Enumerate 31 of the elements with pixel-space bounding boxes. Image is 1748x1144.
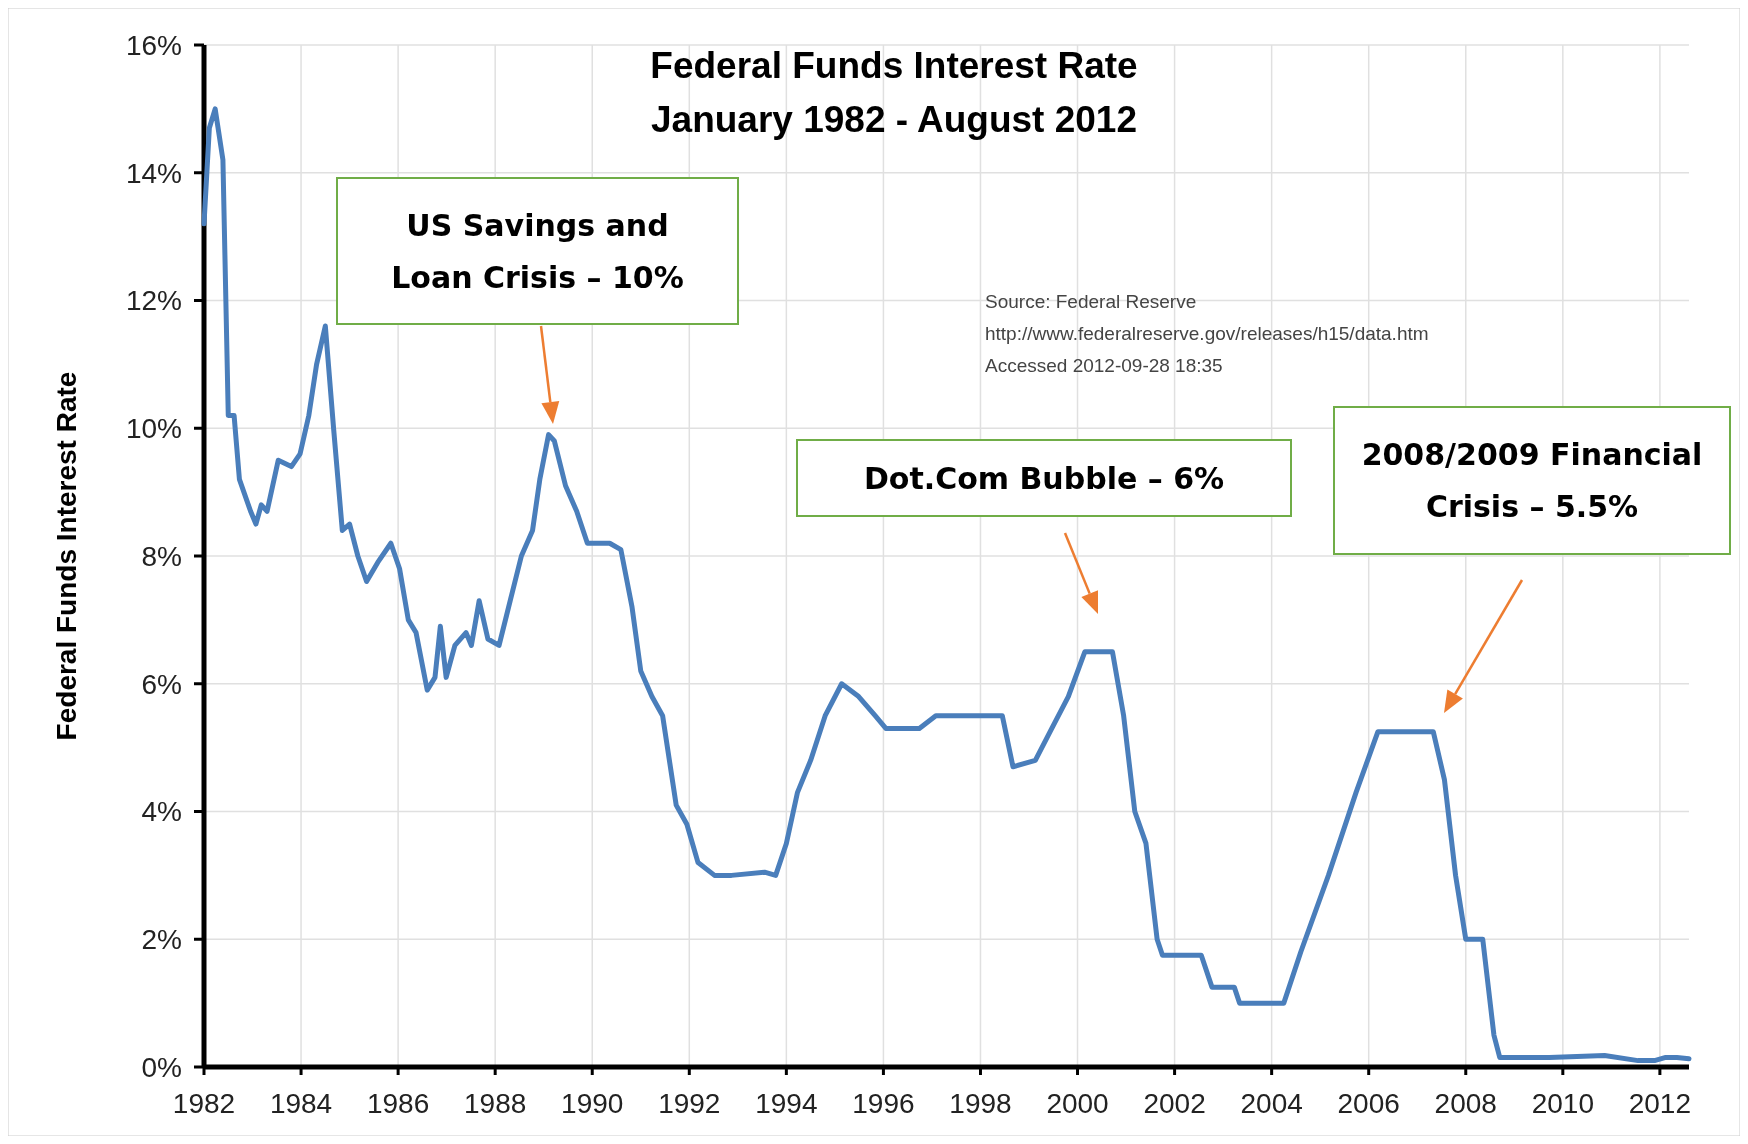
- annotation: Source: Federal Reserve http://www.federalreserve.gov/releases/h15/data.htm Accessed 2012-09-28 18:35: [985, 291, 1429, 376]
- y-tick-label: 12%: [125, 285, 182, 317]
- x-tick-label: 1986: [366, 1088, 430, 1119]
- annotation: US Savings and Loan Crisis – 10%: [391, 207, 684, 295]
- x-tick-label: 1990: [561, 1088, 624, 1119]
- x-tick-label: 2000: [1046, 1088, 1109, 1119]
- x-tick-label: 2010: [1531, 1088, 1594, 1119]
- y-tick-label: 4%: [141, 796, 182, 828]
- y-tick-label: 10%: [125, 413, 182, 445]
- text: Federal Funds Interest Rate January 1982 - August 2012: [650, 45, 1138, 140]
- y-tick-label: 2%: [141, 924, 182, 956]
- x-tick-label: 2006: [1337, 1088, 1400, 1119]
- y-tick-label: 8%: [141, 540, 182, 572]
- x-tick-label: 2008: [1434, 1088, 1497, 1119]
- y-tick-label: 16%: [125, 29, 182, 61]
- y-tick-label: 0%: [141, 1051, 182, 1083]
- x-tick-label: 1988: [464, 1088, 527, 1119]
- x-tick-label: 1982: [172, 1088, 236, 1119]
- y-tick-label: 14%: [125, 157, 182, 189]
- annotation: Dot.Com Bubble – 6%: [863, 460, 1225, 496]
- annotation: 2008/2009 Financial Crisis – 5.5%: [1361, 437, 1703, 524]
- x-tick-label: 1992: [658, 1088, 721, 1119]
- x-tick-label: 1994: [755, 1088, 818, 1119]
- y-tick-label: 6%: [141, 668, 182, 700]
- x-tick-label: 2002: [1143, 1088, 1206, 1119]
- x-tick-label: 1996: [852, 1088, 915, 1119]
- y-axis-title: Federal Funds Interest Rate: [51, 371, 82, 741]
- x-tick-label: 1984: [269, 1088, 333, 1119]
- x-tick-label: 2012: [1628, 1088, 1692, 1119]
- x-tick-label: 1998: [949, 1088, 1012, 1119]
- x-tick-label: 2004: [1240, 1088, 1303, 1119]
